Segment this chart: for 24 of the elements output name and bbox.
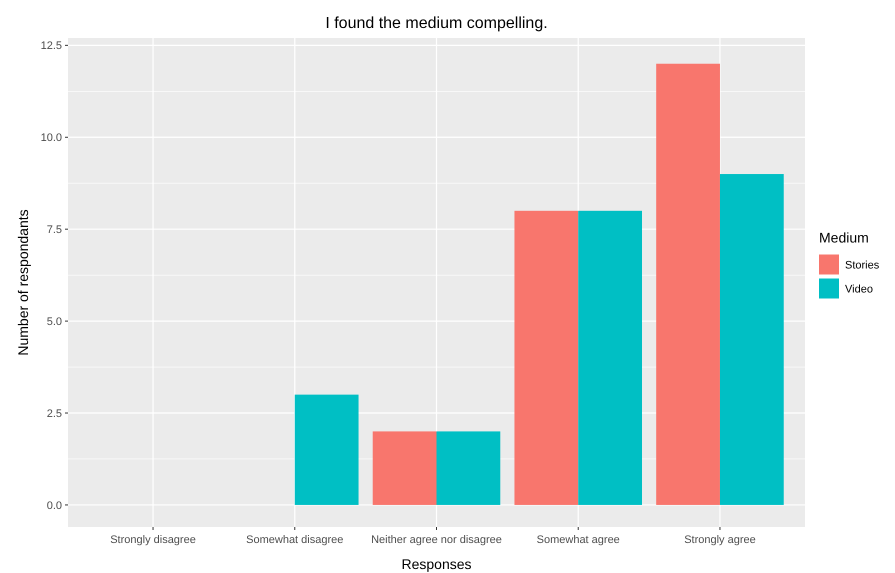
x-tick-label: Strongly disagree	[110, 534, 196, 546]
y-tick-label: 5.0	[46, 316, 62, 328]
legend-title: Medium	[819, 230, 869, 246]
bar	[578, 210, 642, 505]
y-tick-label: 0.0	[46, 500, 62, 512]
y-tick-label: 12.5	[40, 40, 62, 52]
legend-label: Video	[845, 283, 873, 296]
bar	[656, 64, 720, 505]
x-tick-label: Strongly agree	[684, 534, 756, 546]
x-axis-title: Responses	[401, 556, 472, 572]
bar	[372, 431, 436, 505]
x-tick-label: Neither agree nor disagree	[371, 534, 502, 546]
chart-title: I found the medium compelling.	[325, 15, 548, 32]
y-tick-label: 7.5	[46, 224, 62, 236]
x-tick-label: Somewhat disagree	[246, 534, 344, 546]
legend-label: Stories	[845, 259, 880, 272]
x-tick-label: Somewhat agree	[536, 534, 620, 546]
bar	[514, 210, 578, 505]
y-tick-label: 10.0	[40, 132, 62, 144]
y-tick-label: 2.5	[46, 408, 62, 420]
bar	[436, 431, 500, 505]
bar	[294, 394, 359, 505]
bar	[720, 174, 784, 505]
y-axis-title: Number of respondants	[15, 209, 31, 356]
